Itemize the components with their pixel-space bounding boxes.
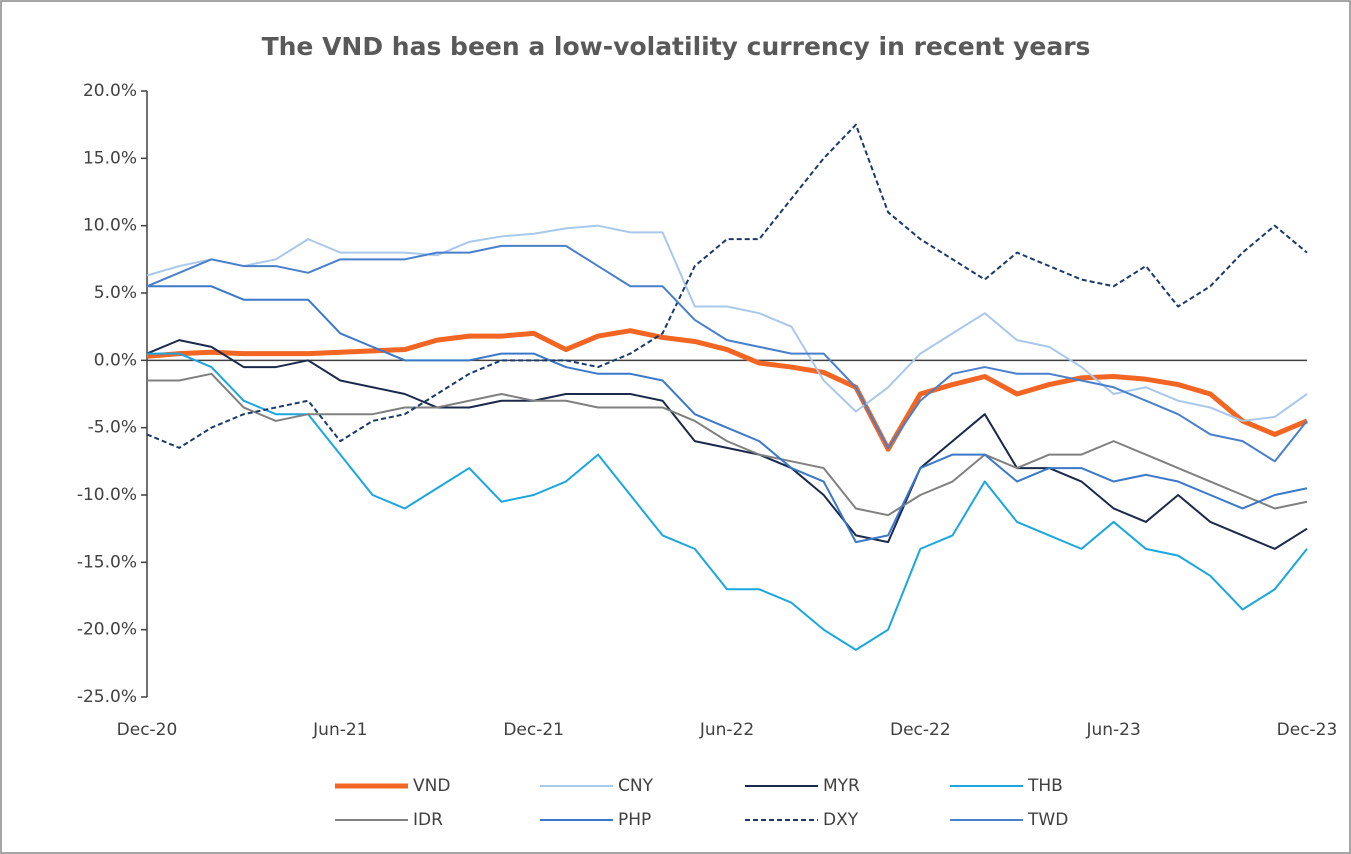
y-tick-label: 10.0% bbox=[83, 216, 137, 236]
x-tick-label: Dec-22 bbox=[890, 720, 951, 740]
legend-label: PHP bbox=[618, 810, 651, 830]
y-tick-label: -20.0% bbox=[77, 620, 137, 640]
series-line bbox=[146, 339, 1308, 550]
series-line bbox=[147, 352, 1308, 651]
legend-label: IDR bbox=[413, 810, 443, 830]
y-tick-label: -5.0% bbox=[88, 418, 137, 438]
legend-label: DXY bbox=[823, 810, 859, 830]
series-line bbox=[146, 224, 1308, 422]
y-tick-label: -15.0% bbox=[77, 552, 137, 572]
x-tick-label: Jun-23 bbox=[1085, 720, 1140, 740]
y-tick-label: 15.0% bbox=[83, 148, 137, 168]
legend-label: CNY bbox=[618, 776, 654, 796]
series-line bbox=[147, 285, 1308, 544]
series-line bbox=[147, 372, 1308, 517]
series-line bbox=[146, 123, 1308, 449]
legend-label: MYR bbox=[823, 776, 860, 796]
x-tick-label: Dec-21 bbox=[503, 720, 564, 740]
y-tick-label: 20.0% bbox=[83, 81, 137, 101]
y-tick-label: 5.0% bbox=[94, 283, 137, 303]
y-tick-label: 0.0% bbox=[94, 350, 137, 370]
legend-label: VND bbox=[413, 776, 450, 796]
x-tick-label: Dec-23 bbox=[1277, 720, 1338, 740]
chart-title: The VND has been a low-volatility curren… bbox=[262, 32, 1091, 61]
x-tick-label: Dec-20 bbox=[117, 720, 178, 740]
legend-label: TWD bbox=[1027, 810, 1068, 830]
legend-label: THB bbox=[1027, 776, 1063, 796]
y-tick-label: -10.0% bbox=[77, 485, 137, 505]
series-line bbox=[146, 328, 1308, 452]
y-tick-label: -25.0% bbox=[77, 687, 137, 707]
series-line bbox=[146, 244, 1308, 463]
x-tick-label: Jun-22 bbox=[699, 720, 754, 740]
x-tick-label: Jun-21 bbox=[312, 720, 367, 740]
